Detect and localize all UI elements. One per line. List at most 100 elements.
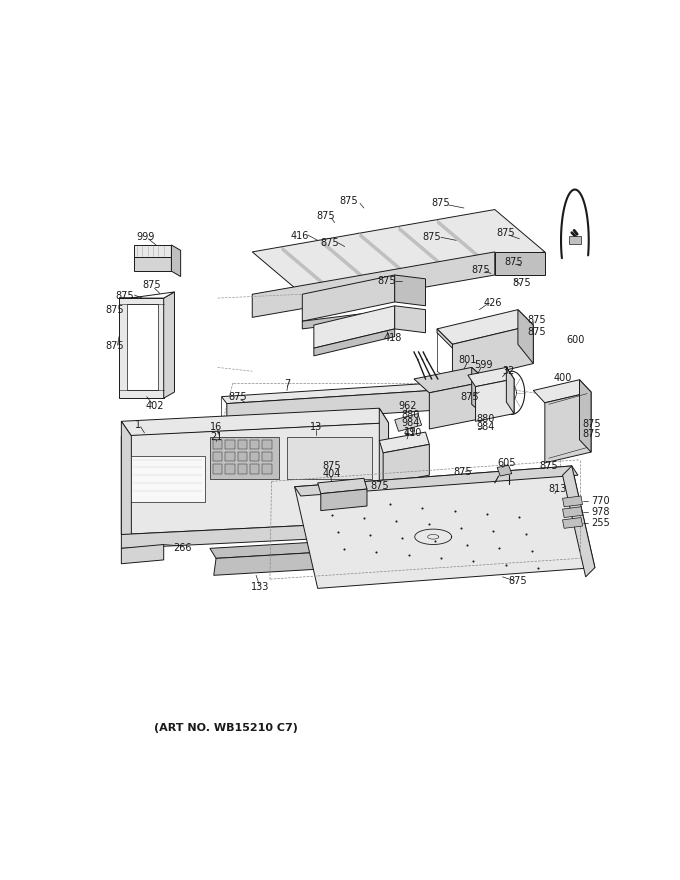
Polygon shape (222, 383, 443, 404)
Text: 16: 16 (210, 422, 222, 432)
Text: 605: 605 (497, 458, 515, 468)
Text: 7: 7 (284, 379, 291, 389)
Text: 875: 875 (472, 265, 490, 275)
Text: 875: 875 (453, 467, 472, 477)
Polygon shape (507, 368, 514, 414)
Polygon shape (252, 209, 545, 294)
Polygon shape (497, 466, 512, 476)
Text: 255: 255 (591, 518, 610, 528)
Text: 962: 962 (398, 401, 417, 411)
Polygon shape (562, 517, 583, 528)
Text: 770: 770 (591, 496, 610, 506)
Bar (213, 452, 222, 461)
Polygon shape (252, 252, 495, 318)
Text: 21: 21 (210, 432, 222, 442)
Text: 875: 875 (527, 315, 545, 325)
Polygon shape (569, 237, 581, 244)
Text: 880: 880 (401, 410, 420, 420)
Polygon shape (135, 245, 171, 257)
Polygon shape (394, 414, 422, 431)
Text: 875: 875 (339, 196, 358, 206)
Text: 875: 875 (321, 238, 339, 248)
Text: 875: 875 (422, 231, 441, 241)
Text: 984: 984 (401, 418, 420, 428)
Bar (237, 440, 247, 449)
Text: 19: 19 (404, 427, 416, 437)
Polygon shape (314, 306, 394, 348)
Polygon shape (414, 368, 487, 392)
Polygon shape (429, 381, 487, 429)
Bar (213, 465, 222, 473)
Polygon shape (171, 245, 181, 276)
Text: 875: 875 (509, 576, 527, 586)
Bar (225, 452, 235, 461)
Polygon shape (562, 496, 583, 507)
Text: 599: 599 (474, 360, 492, 370)
Polygon shape (383, 444, 429, 484)
Polygon shape (227, 390, 443, 423)
Text: 266: 266 (173, 543, 192, 554)
Text: 875: 875 (539, 461, 558, 471)
Polygon shape (294, 466, 595, 589)
Polygon shape (210, 540, 347, 558)
Polygon shape (472, 368, 487, 417)
Polygon shape (119, 298, 164, 398)
Text: 875: 875 (527, 327, 545, 337)
Text: 813: 813 (549, 484, 567, 494)
Polygon shape (579, 380, 591, 452)
Bar (262, 465, 271, 473)
Polygon shape (468, 368, 514, 386)
Polygon shape (452, 325, 533, 383)
Polygon shape (314, 329, 394, 356)
Polygon shape (303, 275, 394, 321)
Text: 13: 13 (310, 422, 322, 432)
Bar (262, 440, 271, 449)
Polygon shape (164, 292, 175, 398)
Bar (250, 465, 259, 473)
Polygon shape (518, 310, 533, 363)
Polygon shape (533, 380, 591, 403)
Text: 875: 875 (228, 392, 247, 402)
Polygon shape (121, 408, 388, 436)
Text: 426: 426 (483, 297, 502, 308)
Text: 875: 875 (432, 198, 450, 208)
Bar (213, 440, 222, 449)
Text: 984: 984 (477, 422, 495, 432)
Polygon shape (379, 432, 429, 453)
Text: 999: 999 (136, 232, 154, 242)
Bar (287, 436, 371, 479)
Text: 875: 875 (142, 280, 160, 290)
Text: 1: 1 (135, 420, 141, 430)
Polygon shape (119, 292, 175, 298)
Polygon shape (121, 521, 388, 548)
Polygon shape (437, 329, 452, 348)
Polygon shape (121, 422, 131, 534)
Bar (237, 452, 247, 461)
Polygon shape (135, 257, 171, 271)
Text: 875: 875 (505, 257, 524, 267)
Polygon shape (303, 310, 394, 329)
Polygon shape (562, 466, 595, 577)
Polygon shape (379, 408, 388, 521)
Text: 133: 133 (251, 582, 269, 592)
Bar (250, 440, 259, 449)
Text: 875: 875 (322, 461, 341, 471)
Polygon shape (318, 479, 367, 494)
Text: 400: 400 (554, 373, 572, 383)
Text: 875: 875 (115, 290, 134, 301)
Polygon shape (394, 306, 426, 333)
Text: 418: 418 (384, 334, 402, 343)
Text: 875: 875 (316, 210, 335, 221)
Text: 404: 404 (322, 469, 341, 480)
Text: 875: 875 (105, 304, 124, 315)
Text: 875: 875 (513, 278, 531, 288)
Polygon shape (294, 466, 578, 496)
Bar (237, 465, 247, 473)
Polygon shape (214, 551, 347, 576)
Text: 410: 410 (404, 428, 422, 438)
Text: (ART NO. WB15210 C7): (ART NO. WB15210 C7) (154, 723, 299, 733)
Text: 875: 875 (460, 392, 479, 401)
Polygon shape (545, 392, 591, 463)
Bar (210, 436, 279, 479)
Text: 875: 875 (583, 419, 601, 429)
